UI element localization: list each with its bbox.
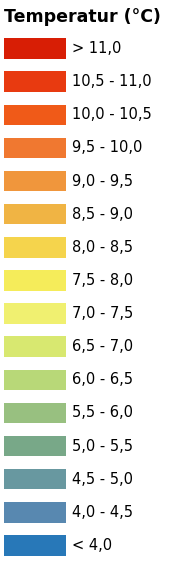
Bar bbox=[4, 370, 66, 390]
Bar bbox=[4, 337, 66, 357]
Text: 4,0 - 4,5: 4,0 - 4,5 bbox=[72, 505, 133, 520]
Bar bbox=[4, 105, 66, 125]
Text: 6,0 - 6,5: 6,0 - 6,5 bbox=[72, 372, 133, 387]
Bar bbox=[4, 71, 66, 92]
Text: 6,5 - 7,0: 6,5 - 7,0 bbox=[72, 339, 133, 354]
Text: 7,5 - 8,0: 7,5 - 8,0 bbox=[72, 273, 133, 288]
Bar bbox=[4, 171, 66, 191]
Text: 8,0 - 8,5: 8,0 - 8,5 bbox=[72, 240, 133, 255]
Bar bbox=[4, 38, 66, 59]
Text: > 11,0: > 11,0 bbox=[72, 41, 121, 56]
Bar bbox=[4, 303, 66, 324]
Bar bbox=[4, 402, 66, 423]
Text: 9,5 - 10,0: 9,5 - 10,0 bbox=[72, 140, 142, 156]
Text: 9,0 - 9,5: 9,0 - 9,5 bbox=[72, 174, 133, 189]
Text: 5,0 - 5,5: 5,0 - 5,5 bbox=[72, 438, 133, 454]
Text: 4,5 - 5,0: 4,5 - 5,0 bbox=[72, 472, 133, 487]
Text: 10,5 - 11,0: 10,5 - 11,0 bbox=[72, 74, 152, 89]
Bar bbox=[4, 502, 66, 523]
Text: 7,0 - 7,5: 7,0 - 7,5 bbox=[72, 306, 133, 321]
Bar bbox=[4, 270, 66, 291]
Text: 8,5 - 9,0: 8,5 - 9,0 bbox=[72, 207, 133, 221]
Text: < 4,0: < 4,0 bbox=[72, 538, 112, 553]
Bar bbox=[4, 237, 66, 257]
Bar bbox=[4, 469, 66, 490]
Bar bbox=[4, 436, 66, 456]
Bar bbox=[4, 204, 66, 224]
Text: 10,0 - 10,5: 10,0 - 10,5 bbox=[72, 107, 152, 123]
Text: 5,5 - 6,0: 5,5 - 6,0 bbox=[72, 405, 133, 420]
Text: Temperatur (°C): Temperatur (°C) bbox=[4, 8, 161, 26]
Bar bbox=[4, 535, 66, 556]
Bar bbox=[4, 138, 66, 158]
